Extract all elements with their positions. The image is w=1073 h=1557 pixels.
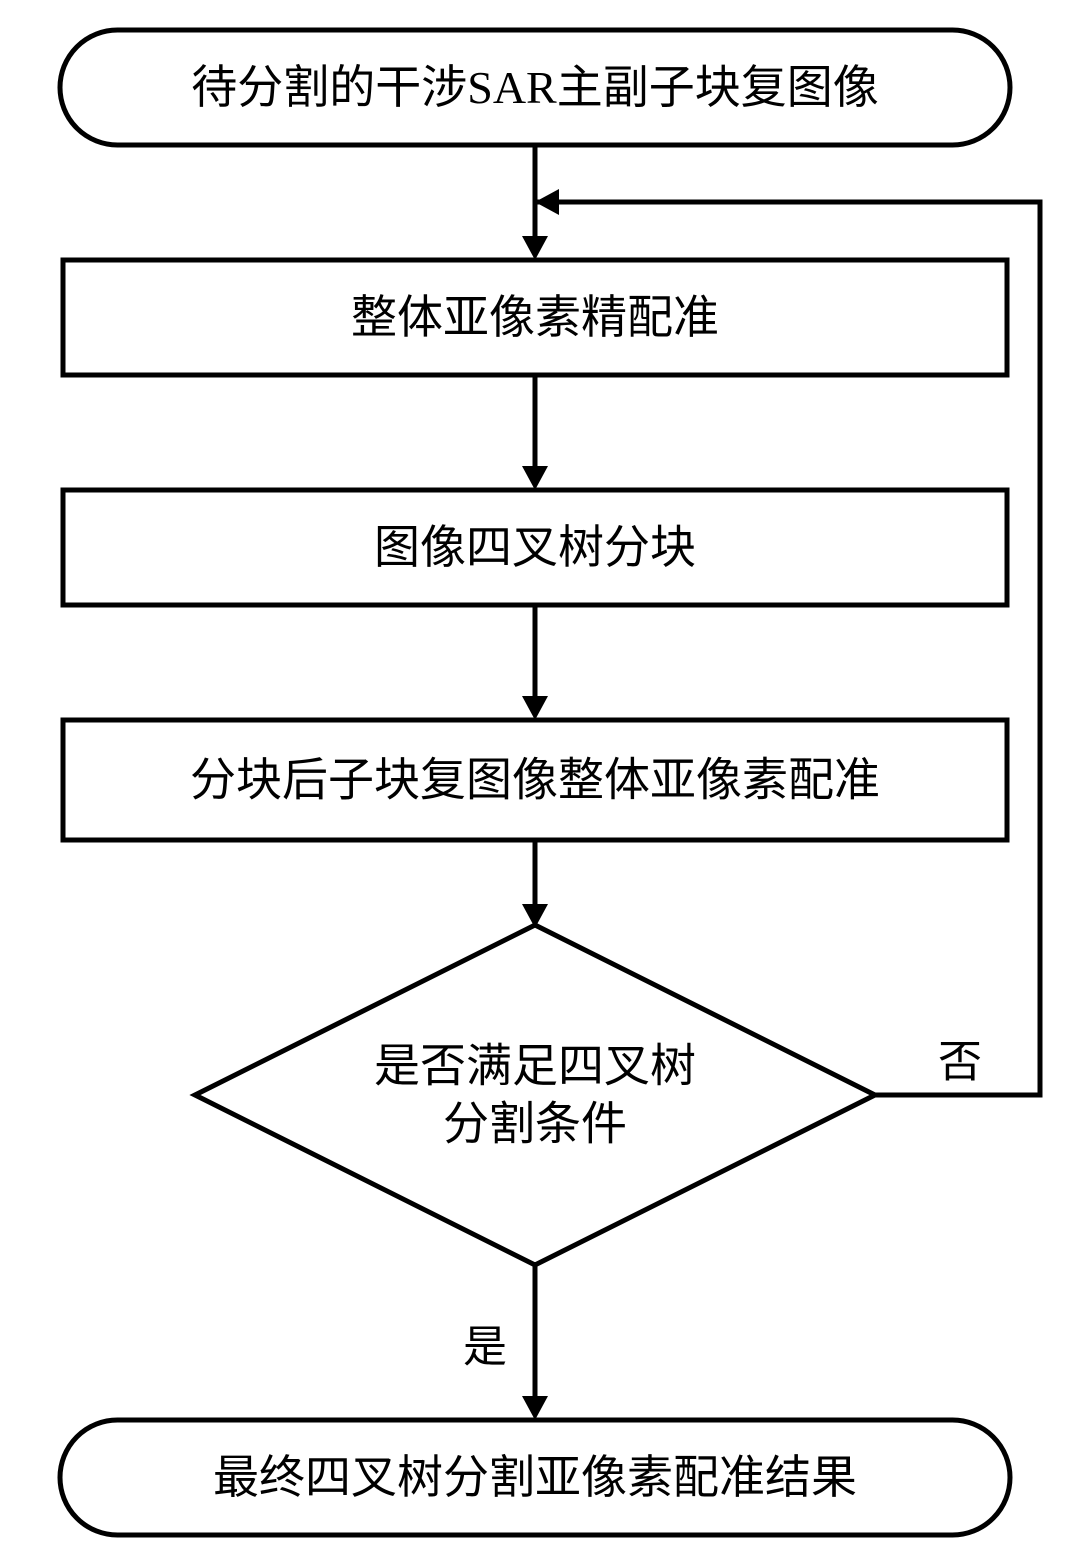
svg-text:分块后子块复图像整体亚像素配准: 分块后子块复图像整体亚像素配准 xyxy=(190,755,880,806)
svg-text:是: 是 xyxy=(463,1323,507,1372)
flowchart-root: 待分割的干涉SAR主副子块复图像整体亚像素精配准图像四叉树分块分块后子块复图像整… xyxy=(0,0,1073,1557)
svg-text:分割条件: 分割条件 xyxy=(443,1099,627,1150)
svg-text:最终四叉树分割亚像素配准结果: 最终四叉树分割亚像素配准结果 xyxy=(213,1452,857,1503)
svg-text:待分割的干涉SAR主副子块复图像: 待分割的干涉SAR主副子块复图像 xyxy=(191,62,878,113)
svg-text:图像四叉树分块: 图像四叉树分块 xyxy=(374,522,696,573)
svg-text:是否满足四叉树: 是否满足四叉树 xyxy=(374,1041,696,1092)
svg-text:整体亚像素精配准: 整体亚像素精配准 xyxy=(351,292,719,343)
svg-text:否: 否 xyxy=(938,1038,982,1087)
